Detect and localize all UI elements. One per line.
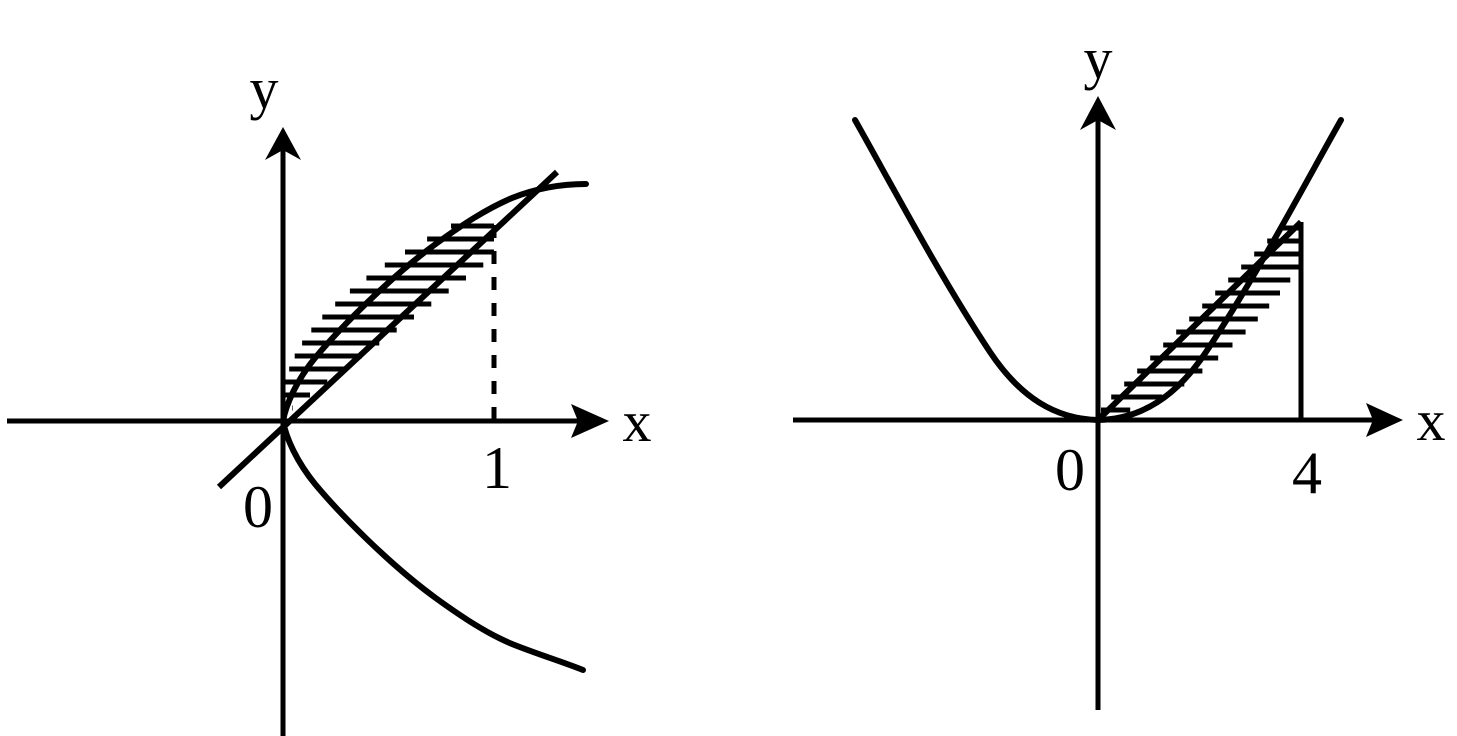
right-origin-label: 0 bbox=[1055, 437, 1085, 503]
left-sqrt-curve-lower bbox=[280, 418, 586, 673]
left-x-axis-label: x bbox=[623, 389, 652, 454]
right-y-axis-arrowhead bbox=[1080, 96, 1116, 130]
left-sqrt-curve-upper bbox=[280, 181, 589, 424]
left-x-axis-arrowhead bbox=[571, 404, 609, 438]
right-tick-label-4: 4 bbox=[1292, 440, 1322, 506]
right-x-axis-label: x bbox=[1417, 388, 1446, 453]
left-origin-label: 0 bbox=[243, 474, 273, 540]
left-shaded-region bbox=[283, 223, 494, 411]
right-x-axis-arrowhead bbox=[1366, 403, 1403, 437]
right-diagonal-line bbox=[1095, 219, 1304, 423]
left-panel: y x 0 1 bbox=[7, 56, 652, 736]
right-panel: y x 0 4 bbox=[793, 26, 1446, 710]
left-y-axis-label: y bbox=[250, 56, 279, 121]
right-y-axis-label: y bbox=[1084, 26, 1113, 91]
left-hatch-lines bbox=[283, 223, 494, 411]
left-y-axis-arrowhead bbox=[265, 127, 301, 160]
left-tick-label-1: 1 bbox=[482, 435, 512, 501]
left-diagonal-line bbox=[216, 169, 560, 490]
